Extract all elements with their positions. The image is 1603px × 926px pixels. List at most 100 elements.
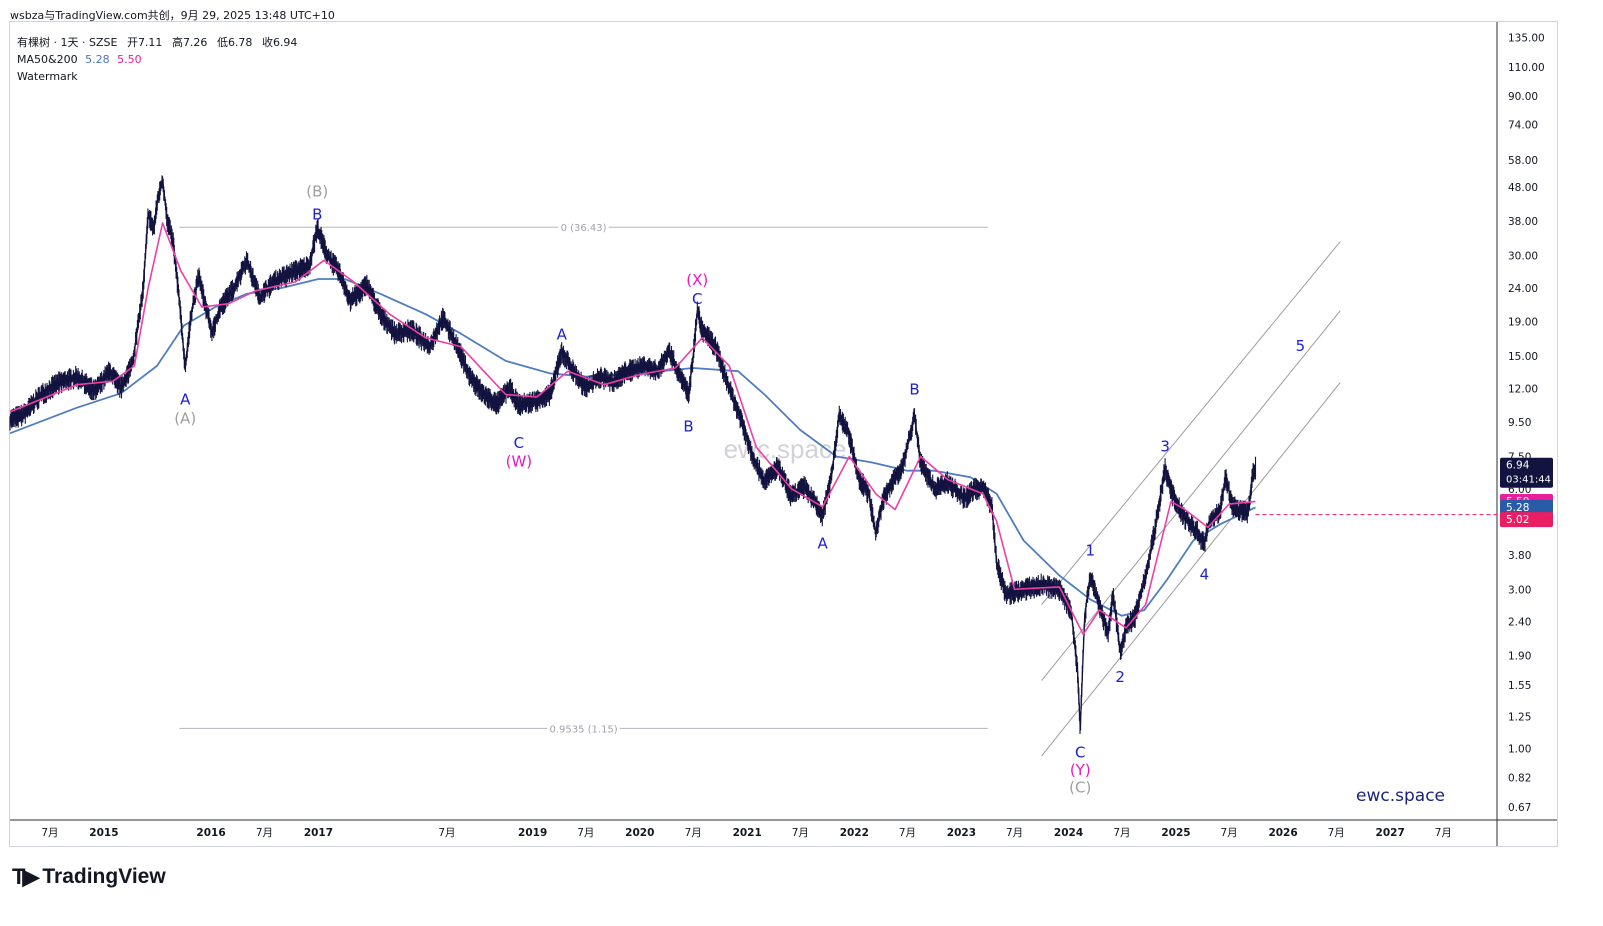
- price-badge-label-0: 6.94: [1506, 460, 1530, 472]
- wave-label-10: A: [817, 534, 828, 552]
- axis-lines: [10, 22, 1557, 846]
- low-label: 低: [216, 36, 228, 49]
- price-line: [9, 179, 1256, 730]
- ma-slow-line: [9, 278, 1256, 617]
- price-bars: [9, 175, 1257, 734]
- x-tick-label-22: 2027: [1376, 827, 1405, 839]
- y-tick-label-2: 90.00: [1508, 91, 1538, 103]
- ma-fast-layer: [9, 222, 1256, 636]
- time-axis[interactable]: 7月 2015 2016 7月 2017 7月 2019 7月 2020 7月 2021 7月 2022…: [41, 827, 1452, 839]
- low-value: 6.78: [227, 36, 253, 49]
- ohlc-row: 有棵树 · 1天 · SZSE 开7.11 高7.26 低6.78 收6.94: [17, 34, 297, 51]
- high-value: 7.26: [182, 36, 208, 49]
- open-label: 开: [126, 36, 138, 49]
- price-badge-bg-0: [1500, 457, 1553, 488]
- y-tick-label-6: 38.00: [1508, 216, 1538, 228]
- x-tick-label-9: 7月: [685, 827, 702, 839]
- x-tick-label-15: 7月: [1006, 827, 1023, 839]
- x-tick-label-6: 2019: [518, 827, 547, 839]
- tradingview-logo-icon: ⁠T⁠▶: [12, 864, 39, 889]
- y-tick-label-16: 3.00: [1508, 584, 1531, 596]
- close-label: 收: [261, 36, 273, 49]
- wave-label-1: (A): [174, 410, 196, 428]
- y-tick-label-20: 1.25: [1508, 711, 1531, 723]
- wave-label-3: B: [312, 206, 322, 224]
- y-tick-label-1: 110.00: [1508, 62, 1545, 74]
- ma200-value: 5.50: [117, 53, 142, 66]
- y-tick-label-18: 1.90: [1508, 651, 1531, 663]
- y-tick-label-23: 0.67: [1508, 802, 1531, 814]
- x-tick-label-23: 7月: [1435, 827, 1452, 839]
- chart-header-title: wsbza与TradingView.com共创，9月 29, 2025 13:4…: [10, 9, 335, 22]
- brand-layer: ewc.space: [1356, 786, 1445, 806]
- y-tick-label-5: 48.00: [1508, 182, 1538, 194]
- y-tick-label-21: 1.00: [1508, 744, 1531, 756]
- y-tick-label-4: 58.00: [1508, 155, 1538, 167]
- ma-slow-layer: [9, 278, 1256, 617]
- wave-label-14: 3: [1160, 437, 1170, 455]
- x-tick-label-5: 7月: [438, 827, 455, 839]
- high-label: 高: [171, 36, 183, 49]
- channel-line-0: [1041, 241, 1341, 605]
- x-tick-label-14: 2023: [947, 827, 976, 839]
- wave-label-12: 1: [1085, 541, 1095, 559]
- tradingview-logo[interactable]: ⁠T⁠▶ TradingView: [12, 864, 166, 890]
- symbol-label[interactable]: 有棵树 · 1天 · SZSE: [17, 36, 118, 49]
- x-tick-label-18: 2025: [1161, 827, 1190, 839]
- y-tick-label-12: 9.50: [1508, 417, 1531, 429]
- y-tick-label-22: 0.82: [1508, 772, 1531, 784]
- price-axis[interactable]: 135.00 110.00 90.00 74.00 58.00 48.00 38.00 30.…: [1508, 32, 1545, 813]
- wave-label-4: C: [514, 434, 524, 452]
- x-tick-label-21: 7月: [1328, 827, 1345, 839]
- y-tick-label-11: 12.00: [1508, 383, 1538, 395]
- y-tick-label-8: 24.00: [1508, 283, 1538, 295]
- tradingview-logo-text: TradingView: [42, 865, 166, 888]
- fib-retracement[interactable]: 0 (36.43) 0.9535 (1.15): [179, 220, 988, 738]
- x-tick-label-8: 2020: [625, 827, 654, 839]
- wave-label-7: B: [683, 417, 693, 435]
- wave-label-0: A: [180, 390, 191, 408]
- open-value: 7.11: [137, 36, 163, 49]
- y-tick-label-7: 30.00: [1508, 250, 1538, 262]
- y-tick-label-0: 135.00: [1508, 32, 1545, 44]
- wave-label-6: A: [557, 326, 568, 344]
- x-tick-label-2: 2016: [196, 827, 225, 839]
- y-tick-label-10: 15.00: [1508, 351, 1538, 363]
- watermark-text: ewc.space: [724, 434, 847, 464]
- y-tick-label-15: 3.80: [1508, 550, 1531, 562]
- y-tick-label-17: 2.40: [1508, 617, 1531, 629]
- wave-label-15: 4: [1200, 565, 1210, 583]
- x-tick-label-16: 2024: [1054, 827, 1083, 839]
- x-tick-label-17: 7月: [1113, 827, 1130, 839]
- price-badge-label-2: 5.28: [1506, 502, 1529, 514]
- channel-line-2: [1041, 382, 1341, 757]
- x-tick-label-10: 2021: [733, 827, 762, 839]
- y-tick-label-19: 1.55: [1508, 680, 1531, 692]
- ma-indicator-label[interactable]: MA50&200: [17, 53, 78, 66]
- wave-label-19: (C): [1069, 779, 1091, 797]
- price-badge-bg-3: [1500, 512, 1553, 528]
- chart-legend: 有棵树 · 1天 · SZSE 开7.11 高7.26 低6.78 收6.94 …: [17, 34, 297, 85]
- y-tick-label-9: 19.00: [1508, 317, 1538, 329]
- price-badge-sub-0: 03:41:44: [1506, 475, 1551, 486]
- trend-channel[interactable]: [1041, 241, 1341, 757]
- x-tick-label-1: 2015: [89, 827, 118, 839]
- x-tick-label-4: 2017: [304, 827, 333, 839]
- watermark-indicator[interactable]: Watermark: [17, 70, 78, 83]
- wave-label-11: B: [909, 380, 919, 398]
- channel-line-1: [1041, 310, 1341, 681]
- wave-label-13: 2: [1115, 668, 1125, 686]
- chart-frame: [9, 21, 1558, 847]
- watermark-layer: ewc.space: [724, 434, 847, 464]
- ma-row[interactable]: MA50&200 5.28 5.50: [17, 51, 297, 68]
- price-badge-bg-2: [1500, 499, 1553, 515]
- fib-level-label-1: 0.9535 (1.15): [549, 724, 617, 735]
- wave-label-2: (B): [306, 182, 328, 200]
- price-series-layer: [9, 175, 1257, 734]
- wave-label-8: (X): [686, 271, 708, 289]
- y-tick-label-3: 74.00: [1508, 119, 1538, 131]
- x-tick-label-20: 2026: [1268, 827, 1297, 839]
- x-tick-label-12: 2022: [840, 827, 869, 839]
